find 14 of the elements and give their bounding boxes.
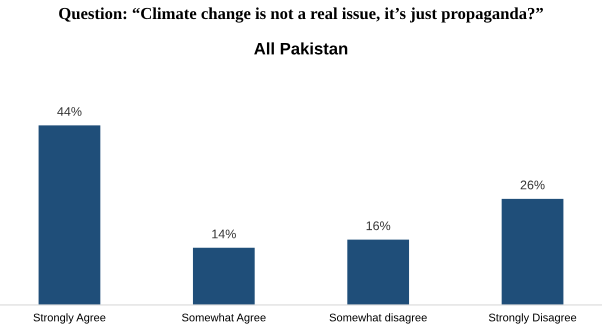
data-label: 26% — [520, 180, 545, 190]
chart-title: Question: “Climate change is not a real issue, it’s just propaganda?” — [59, 7, 543, 23]
x-tick-label: Strongly Agree — [34, 313, 106, 324]
data-label: 16% — [366, 221, 390, 230]
bar — [347, 240, 410, 305]
chart-subtitle: All Pakistan — [254, 42, 348, 55]
bar — [38, 125, 100, 305]
x-tick-label: Strongly Disagree — [488, 313, 576, 324]
x-tick-label: Somewhat Agree — [182, 313, 266, 324]
data-label: 44% — [57, 107, 82, 116]
x-tick-label: Somewhat disagree — [330, 313, 427, 324]
data-label: 14% — [212, 230, 236, 238]
bar — [192, 248, 255, 305]
bar — [502, 198, 564, 305]
